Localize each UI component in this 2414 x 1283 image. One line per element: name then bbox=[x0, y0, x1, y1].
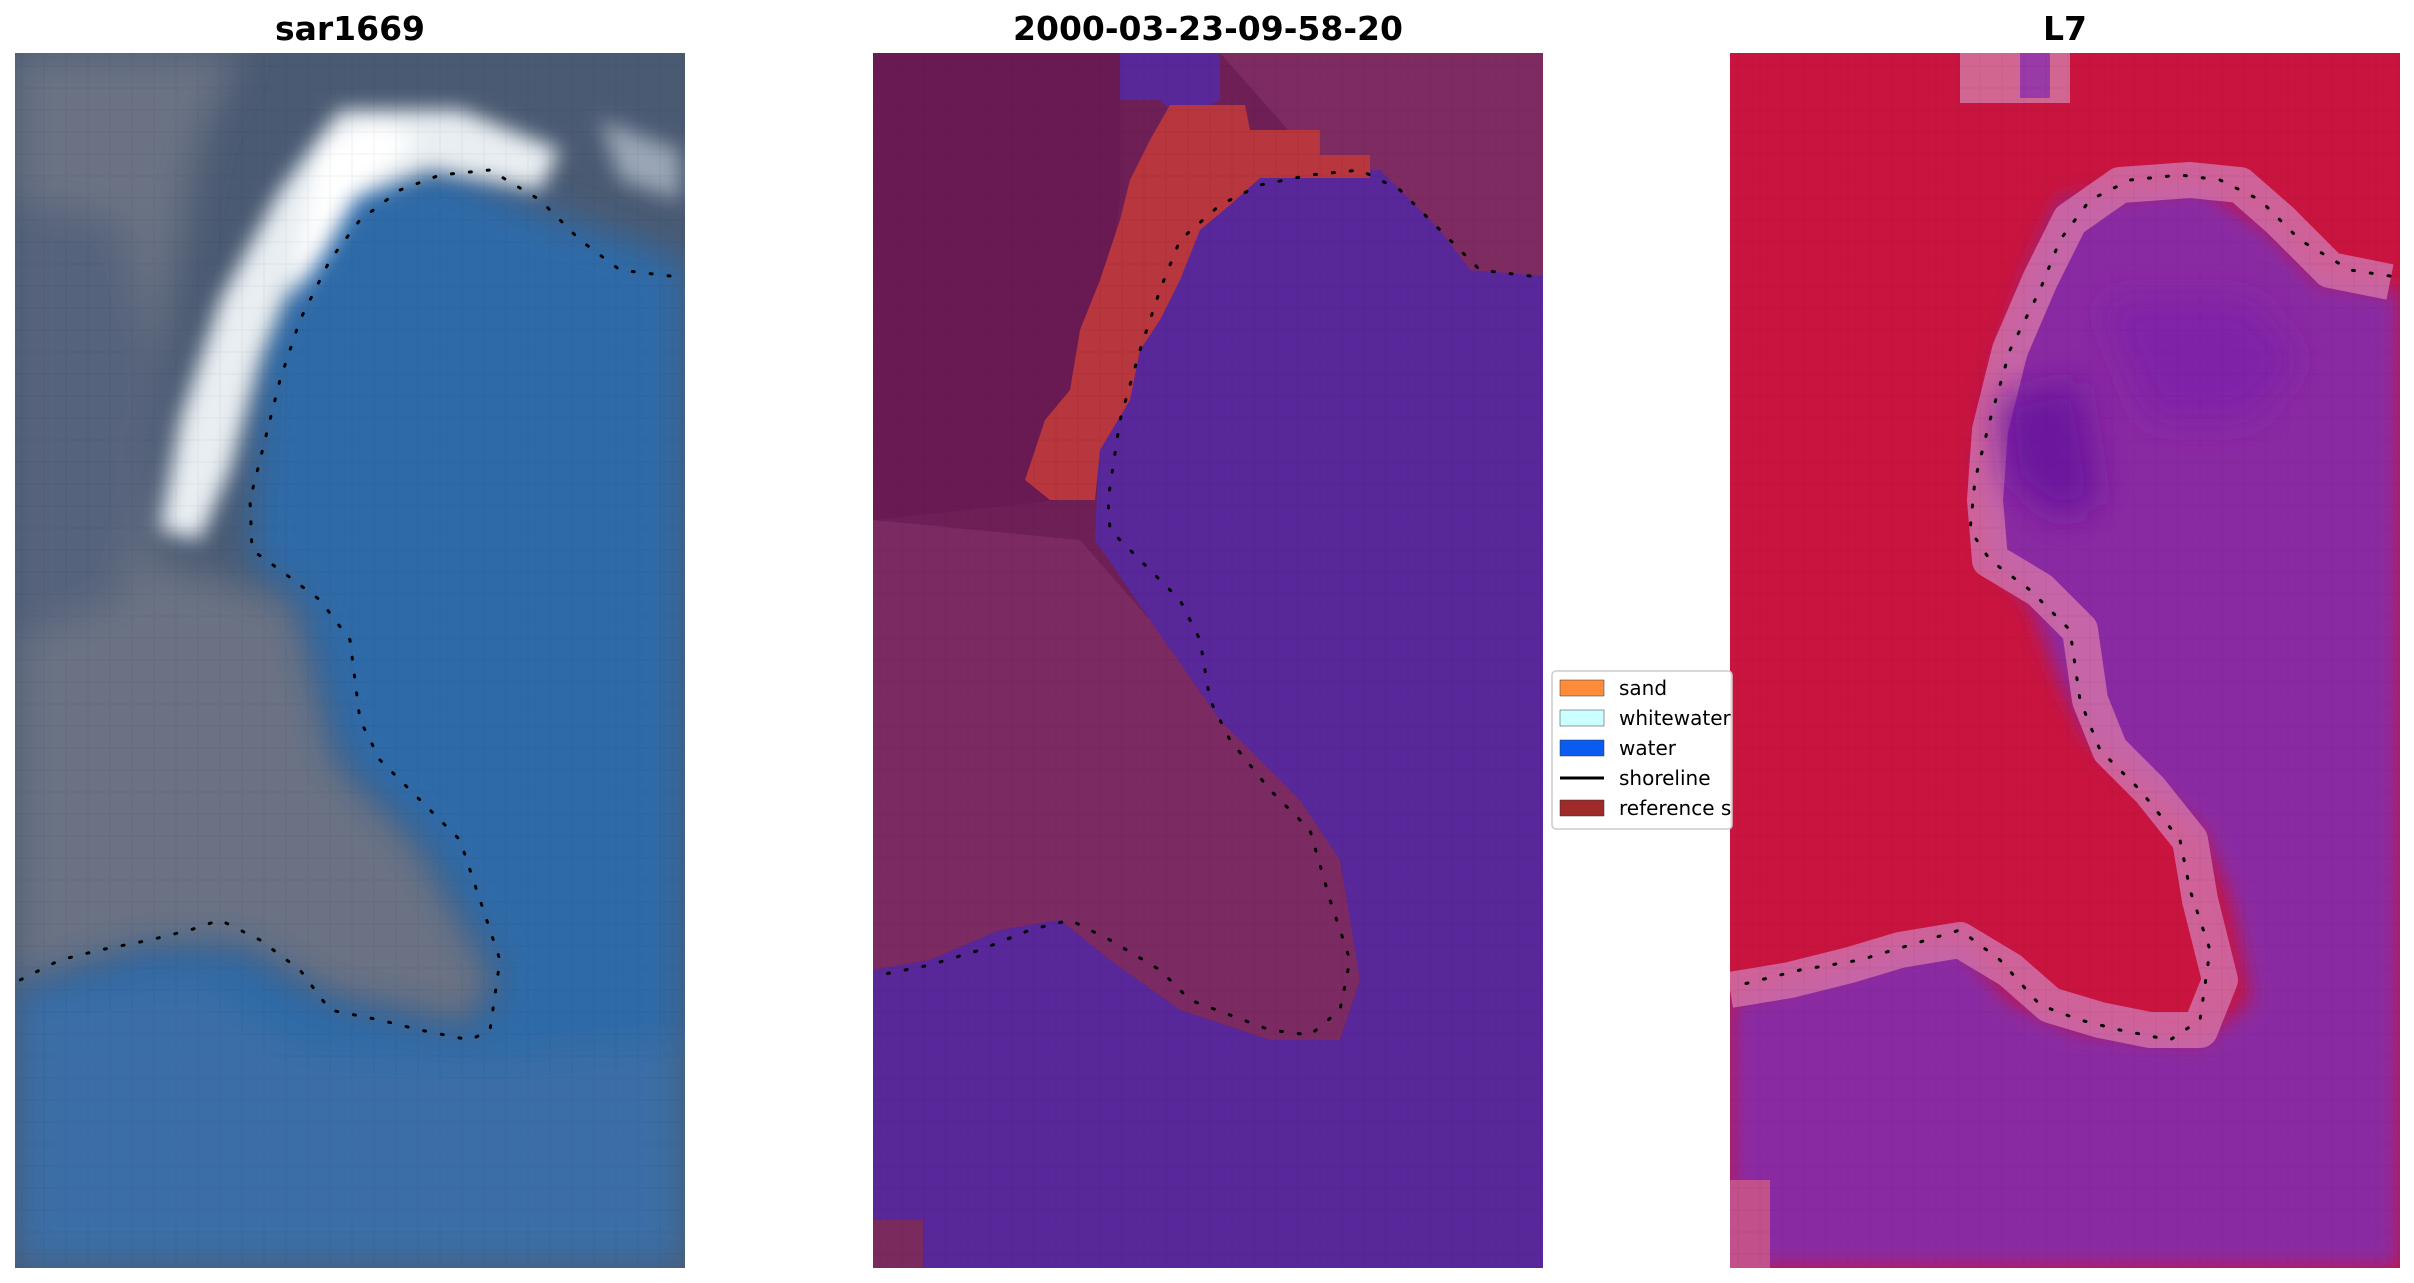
legend-item-sand: sand bbox=[1559, 676, 1667, 700]
legend-label-water: water bbox=[1619, 736, 1677, 760]
legend-label-reference: reference s bbox=[1619, 796, 1731, 820]
legend-label-sand: sand bbox=[1619, 676, 1667, 700]
legend: sand whitewater water shoreline referenc… bbox=[1551, 670, 1733, 830]
legend-label-whitewater: whitewater bbox=[1619, 706, 1731, 730]
legend-swatch-water bbox=[1559, 739, 1605, 757]
legend-item-reference: reference s bbox=[1559, 796, 1731, 820]
panel-title-rgb: sar1669 bbox=[275, 9, 425, 48]
legend-swatch-sand bbox=[1559, 679, 1605, 697]
classified-image-panel bbox=[873, 53, 1543, 1268]
legend-label-shoreline: shoreline bbox=[1619, 766, 1711, 790]
index-image-panel bbox=[1730, 53, 2400, 1268]
panel-title-index: L7 bbox=[2043, 9, 2087, 48]
legend-swatch-whitewater bbox=[1559, 709, 1605, 727]
legend-item-water: water bbox=[1559, 736, 1677, 760]
legend-item-shoreline: shoreline bbox=[1560, 766, 1711, 790]
legend-item-whitewater: whitewater bbox=[1559, 706, 1731, 730]
legend-swatch-reference bbox=[1559, 799, 1605, 817]
panel-title-classified: 2000-03-23-09-58-20 bbox=[1013, 9, 1403, 48]
rgb-image-panel bbox=[15, 53, 685, 1268]
